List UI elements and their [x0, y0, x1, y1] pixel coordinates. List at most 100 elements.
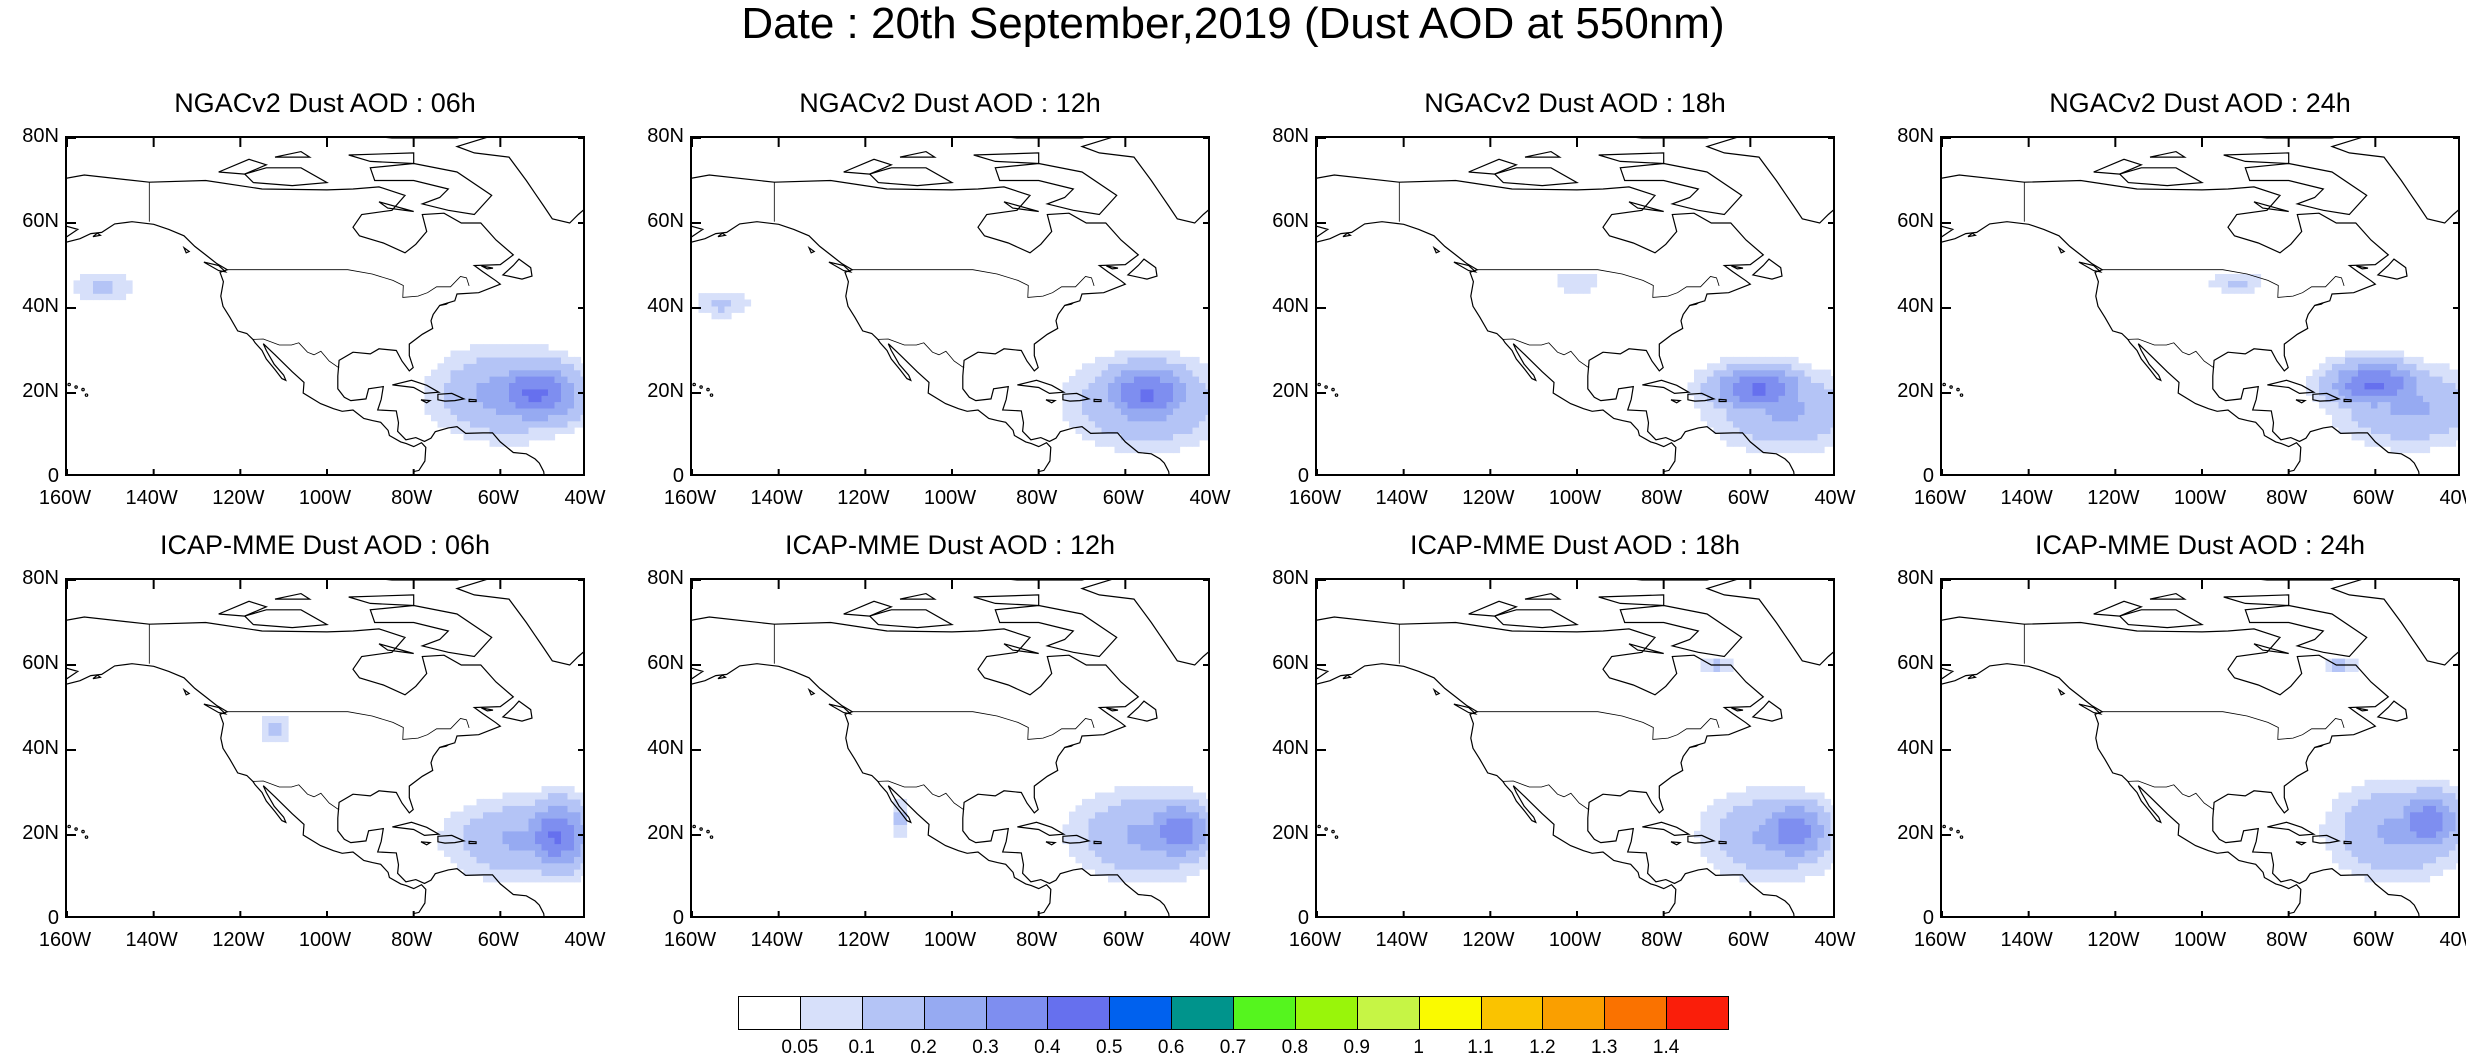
x-tick-label: 140W — [125, 487, 178, 509]
aod-cell — [2416, 811, 2424, 819]
aod-cell — [1199, 805, 1207, 813]
y-tick-label: 60N — [647, 652, 684, 674]
aod-cell — [463, 433, 471, 441]
aod-cell — [535, 830, 543, 838]
x-tick-label: 60W — [2352, 929, 2394, 951]
aod-cell — [1114, 350, 1122, 358]
aod-cell — [2423, 869, 2431, 876]
aod-cell — [2364, 369, 2372, 377]
coastline-island — [1045, 399, 1057, 404]
aod-cell — [541, 837, 549, 845]
aod-cell — [567, 407, 575, 415]
aod-cell — [1707, 401, 1715, 409]
aod-cell — [522, 824, 530, 832]
aod-cell — [1075, 382, 1083, 390]
aod-cell — [1069, 837, 1077, 845]
aod-cell — [2332, 849, 2340, 857]
aod-cell — [2345, 665, 2353, 672]
aod-cell — [515, 439, 523, 447]
aod-cell — [437, 382, 445, 390]
aod-cell — [1759, 786, 1767, 794]
aod-cell — [1707, 414, 1715, 422]
aod-cell — [1700, 407, 1708, 415]
aod-cell — [1778, 388, 1786, 396]
aod-cell — [1205, 824, 1208, 832]
aod-cell — [1192, 433, 1200, 441]
aod-cell — [900, 824, 908, 832]
aod-cell — [1739, 875, 1747, 883]
aod-cell — [2390, 869, 2398, 876]
aod-cell — [483, 344, 491, 352]
island-dot — [1324, 385, 1328, 389]
aod-cell — [1062, 388, 1070, 396]
aod-cell — [535, 427, 543, 434]
aod-cell — [470, 824, 478, 832]
aod-cell — [2364, 363, 2372, 371]
aod-cell — [509, 439, 517, 447]
aod-cell — [483, 376, 491, 383]
aod-cell — [574, 849, 582, 857]
aod-cell — [1140, 433, 1148, 441]
aod-cell — [1173, 350, 1181, 358]
aod-cell — [1108, 811, 1116, 819]
aod-cell — [1173, 433, 1181, 441]
aod-cell — [1811, 376, 1819, 383]
aod-cell — [1798, 849, 1806, 857]
aod-cell — [1173, 427, 1181, 434]
aod-cell — [1166, 805, 1174, 813]
aod-cell — [1713, 376, 1721, 383]
aod-cell — [1075, 805, 1083, 813]
aod-cell — [2429, 363, 2437, 371]
aod-cell — [1069, 414, 1077, 422]
aod-cell — [2241, 274, 2249, 281]
aod-cell — [1785, 388, 1793, 396]
aod-cell — [2358, 856, 2366, 864]
aod-cell — [2345, 798, 2353, 806]
aod-cell — [1791, 818, 1799, 825]
aod-cell — [450, 837, 458, 845]
aod-cell — [1759, 849, 1767, 857]
aod-cell — [1173, 843, 1181, 851]
aod-cell — [515, 414, 523, 422]
y-tick-label: 40N — [22, 295, 59, 317]
x-tick-label: 80W — [391, 487, 433, 509]
y-tick-label: 40N — [1272, 295, 1309, 317]
aod-cell — [476, 818, 484, 825]
aod-cell — [1179, 875, 1187, 883]
aod-cell — [450, 849, 458, 857]
coastline-island — [2267, 821, 2316, 837]
country-border — [2127, 780, 2215, 811]
aod-cell — [2410, 407, 2418, 415]
aod-cell — [1179, 811, 1187, 819]
aod-cell — [1830, 824, 1833, 832]
aod-cell — [93, 293, 101, 301]
aod-cell — [1811, 395, 1819, 403]
aod-cell — [2377, 837, 2385, 845]
aod-cell — [2397, 843, 2405, 851]
aod-cell — [2442, 363, 2450, 371]
coastline-island — [1642, 821, 1691, 837]
y-tick-label: 20N — [22, 822, 59, 844]
aod-cell — [2319, 395, 2327, 403]
coastline-island — [828, 703, 853, 715]
aod-cell — [528, 830, 536, 838]
coastline-island — [1045, 841, 1057, 846]
aod-cell — [2221, 286, 2229, 294]
aod-cell — [1804, 869, 1812, 876]
dust-aod-map — [1942, 138, 2458, 474]
aod-cell — [1140, 363, 1148, 371]
aod-cell — [1114, 407, 1122, 415]
island-dot — [709, 835, 714, 839]
aod-cell — [1830, 439, 1833, 447]
coastline-island — [1705, 138, 1833, 224]
aod-cell — [1791, 811, 1799, 819]
aod-cell — [1765, 849, 1773, 857]
aod-cell — [2345, 350, 2353, 358]
aod-cell — [1811, 446, 1819, 454]
aod-cell — [2371, 824, 2379, 832]
aod-cell — [1739, 420, 1747, 428]
aod-cell — [1733, 401, 1741, 409]
aod-cell — [1160, 420, 1168, 428]
aod-cell — [535, 382, 543, 390]
aod-cell — [2358, 420, 2366, 428]
